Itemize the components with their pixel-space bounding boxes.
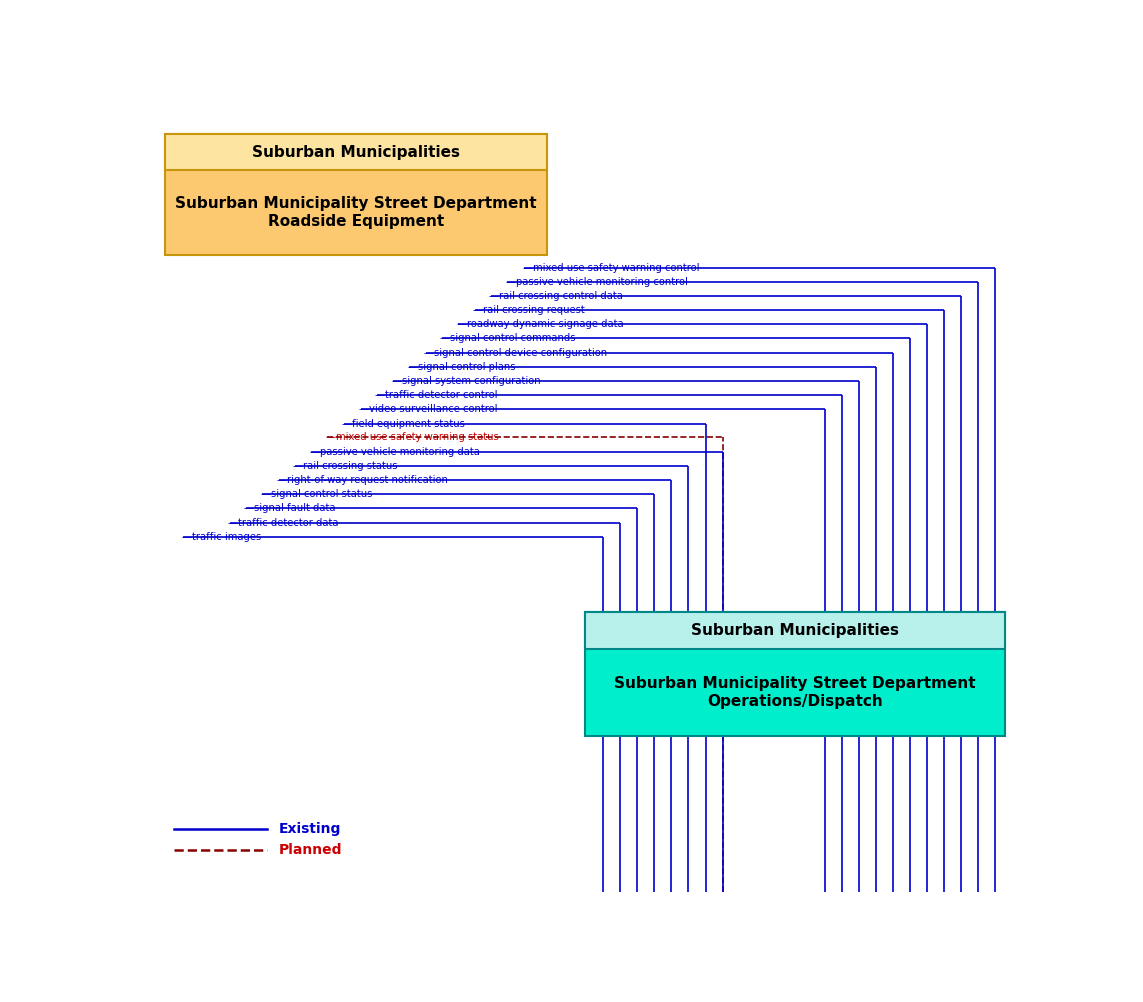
Text: —mixed use safety warning status: —mixed use safety warning status [326,433,498,443]
Text: —signal fault data: —signal fault data [245,503,336,513]
Text: —field equipment status: —field equipment status [342,419,465,429]
Bar [165,134,547,170]
Text: —mixed use safety warning control: —mixed use safety warning control [522,264,700,274]
Text: —passive vehicle monitoring control: —passive vehicle monitoring control [505,277,687,287]
Text: —rail crossing request: —rail crossing request [473,305,585,315]
Text: Existing: Existing [279,822,341,836]
Text: Suburban Municipality Street Department
Roadside Equipment: Suburban Municipality Street Department … [175,196,537,228]
Text: —signal control commands: —signal control commands [440,333,576,343]
Text: —rail crossing control data: —rail crossing control data [489,291,623,301]
Bar [584,611,1005,649]
Text: Suburban Municipalities: Suburban Municipalities [690,622,898,637]
Text: —traffic detector control: —traffic detector control [375,390,498,400]
Text: —signal control status: —signal control status [261,489,373,499]
Text: —passive vehicle monitoring data: —passive vehicle monitoring data [310,447,479,457]
Text: —roadway dynamic signage data: —roadway dynamic signage data [457,319,623,329]
Text: —signal control device configuration: —signal control device configuration [424,348,607,358]
Text: Planned: Planned [279,844,342,857]
Text: —video surveillance control: —video surveillance control [359,404,497,414]
Text: Suburban Municipality Street Department
Operations/Dispatch: Suburban Municipality Street Department … [614,676,975,708]
Text: —signal control plans: —signal control plans [408,362,515,372]
Bar [165,134,547,255]
Text: —traffic detector data: —traffic detector data [229,518,338,528]
Text: —traffic images: —traffic images [182,532,261,542]
Text: —signal system configuration: —signal system configuration [392,376,541,386]
Bar [584,611,1005,736]
Text: Suburban Municipalities: Suburban Municipalities [251,144,459,159]
Text: —rail crossing status: —rail crossing status [294,461,398,471]
Text: —right-of-way request notification: —right-of-way request notification [277,475,448,485]
